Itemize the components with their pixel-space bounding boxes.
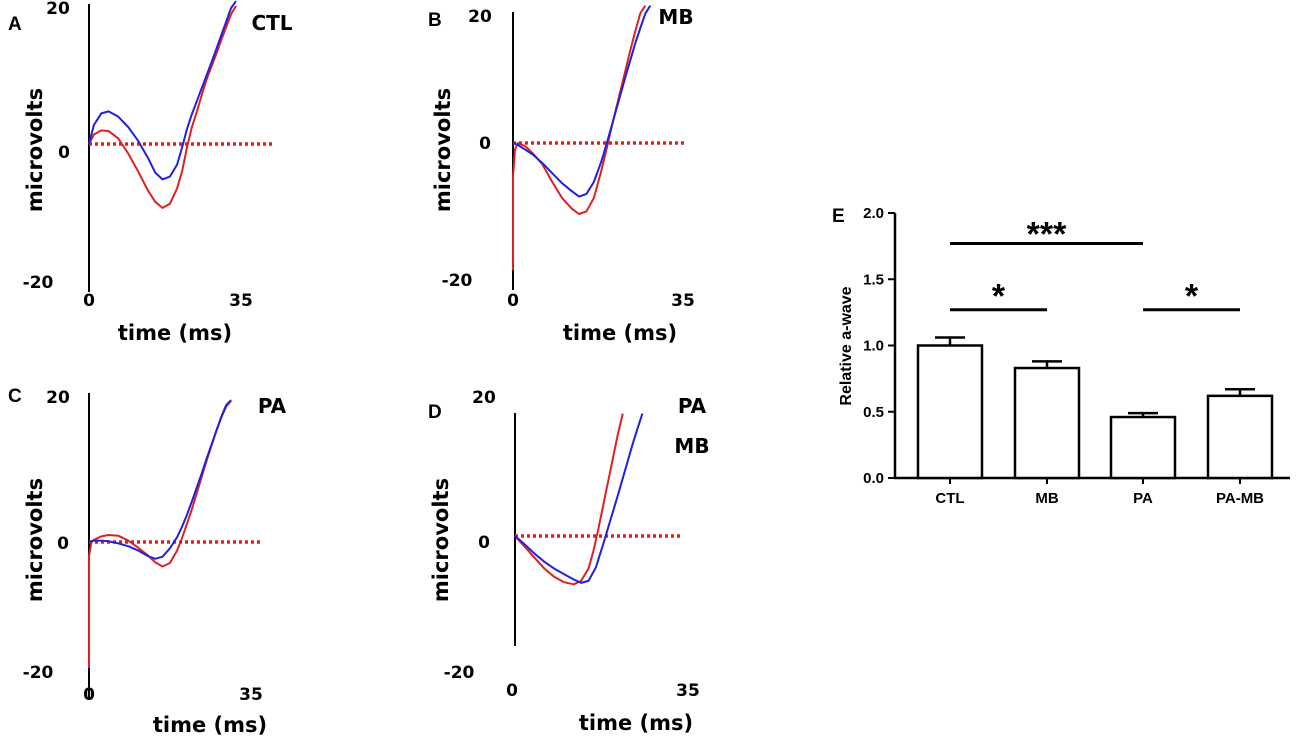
panel-letter: A — [8, 14, 22, 35]
y-tick-label: 1.0 — [863, 338, 884, 355]
y-tick-label: -20 — [23, 663, 54, 683]
y-axis-label: microvolts — [23, 478, 47, 602]
condition-label: CTL — [251, 11, 292, 35]
y-tick-label: 0 — [57, 534, 69, 554]
trace-red — [88, 5, 237, 209]
y-tick-label: 20 — [46, 0, 70, 19]
x-tick-label: 35 — [676, 681, 700, 701]
x-tick-label: 35 — [671, 291, 695, 311]
y-tick-label: 0.0 — [863, 470, 884, 487]
trace-red — [514, 413, 624, 586]
x-tick-label: PA — [1133, 490, 1153, 507]
trace-red — [88, 399, 232, 668]
y-tick-label: 20 — [468, 7, 492, 27]
trace-blue — [88, 399, 232, 560]
significance-marker: *** — [1027, 215, 1067, 253]
y-tick-label: 0 — [479, 134, 491, 154]
x-axis-label: time (ms) — [563, 321, 677, 345]
y-tick-label: 0 — [58, 143, 70, 163]
y-tick-label: -20 — [442, 271, 473, 291]
panel-c: C PA 20 0 -20 0 35 time (ms) microvolts — [8, 386, 287, 737]
condition-label: PA — [678, 394, 707, 418]
bar — [1013, 366, 1081, 480]
bar — [1109, 415, 1177, 480]
y-tick-label: -20 — [23, 273, 54, 293]
x-tick-label: 35 — [229, 291, 253, 311]
y-axis-label: microvolts — [431, 88, 455, 212]
bar — [916, 344, 984, 480]
panel-letter: C — [8, 386, 22, 407]
y-axis-label: microvolts — [23, 88, 47, 212]
y-tick-label: 0.5 — [863, 404, 884, 421]
y-tick-label: 2.0 — [863, 205, 884, 222]
y-tick-label: -20 — [444, 663, 475, 683]
y-tick-label: 0 — [478, 533, 490, 553]
y-axis-label: microvolts — [429, 478, 453, 602]
x-axis-label: time (ms) — [579, 711, 693, 735]
x-tick-label: 0 — [83, 685, 95, 705]
panel-letter: B — [428, 10, 442, 31]
y-tick-label: 1.5 — [863, 271, 884, 288]
panel-a: A CTL 20 0 -20 0 35 time (ms) microvolts — [8, 0, 293, 345]
significance-marker: * — [1185, 278, 1199, 316]
panel-b: B MB 20 0 -20 0 35 time (ms) microvolts — [428, 5, 695, 345]
panel-letter: D — [428, 402, 442, 423]
x-tick-label: CTL — [935, 490, 964, 507]
x-tick-label: PA-MB — [1216, 490, 1264, 507]
panel-d: D PA MB 20 0 -20 0 35 time (ms) microvolts — [428, 388, 710, 735]
panel-e: E 0.0 0.5 1.0 1.5 2.0 CTL MB PA PA-MB Relative a-w… — [832, 205, 1290, 507]
trace-blue — [512, 5, 652, 198]
trace-blue — [88, 0, 237, 181]
y-tick-label: 20 — [472, 388, 496, 408]
condition-label: MB — [658, 5, 693, 29]
x-tick-label: 35 — [239, 685, 263, 705]
trace-red — [512, 5, 647, 271]
bar — [1206, 394, 1274, 480]
x-tick-label: 0 — [83, 291, 95, 311]
panel-letter: E — [832, 206, 845, 227]
x-tick-label: 0 — [507, 291, 519, 311]
x-tick-label: 0 — [506, 681, 518, 701]
condition-label: PA — [258, 394, 287, 418]
x-tick-label: MB — [1035, 490, 1058, 507]
trace-blue — [514, 413, 644, 584]
y-axis-label: Relative a-wave — [838, 286, 855, 405]
x-axis-label: time (ms) — [118, 321, 232, 345]
significance-marker: * — [992, 278, 1006, 316]
y-tick-label: 20 — [46, 388, 70, 408]
x-axis-label: time (ms) — [153, 713, 267, 737]
condition-label: MB — [674, 434, 709, 458]
